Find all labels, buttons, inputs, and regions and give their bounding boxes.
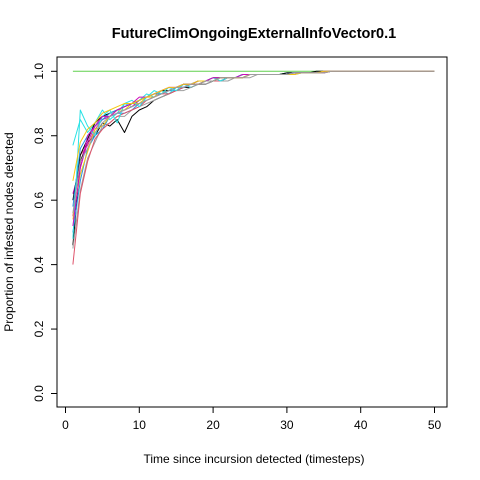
plot-area [72,70,435,265]
x-tick-label: 20 [206,418,220,432]
x-tick-label: 50 [428,418,442,432]
plot-frame [56,56,448,408]
y-axis-label: Proportion of infested nodes detected [2,132,16,331]
series-line-1 [72,70,435,246]
series-line-11 [72,70,435,207]
y-tick-label: 1.0 [32,63,46,80]
y-tick-label: 0.0 [32,385,46,402]
series-line-4 [72,70,435,233]
chart-title: FutureClimOngoingExternalInfoVector0.1 [112,26,396,42]
x-axis-label: Time since incursion detected (timesteps… [144,452,365,466]
series-line-12 [72,70,435,239]
series-line-2 [72,70,435,217]
x-tick-label: 40 [354,418,368,432]
x-tick-label: 10 [133,418,147,432]
series-line-9 [72,70,435,201]
y-tick-label: 0.8 [32,127,46,144]
x-tick-label: 30 [280,418,294,432]
y-tick-label: 0.4 [32,256,46,273]
y-tick-label: 0.6 [32,192,46,209]
series-line-10 [72,70,435,265]
series-line-8 [72,70,435,249]
x-tick-label: 0 [62,418,69,432]
series-line-6 [72,70,435,194]
y-axis: 0.0 0.2 0.4 0.6 0.8 1.0 [32,63,58,402]
series-line-13 [72,70,435,227]
series-line-7 [72,70,435,220]
series-line-15 [72,70,435,214]
y-tick-label: 0.2 [32,320,46,337]
x-axis: 0 10 20 30 40 50 [62,406,442,432]
